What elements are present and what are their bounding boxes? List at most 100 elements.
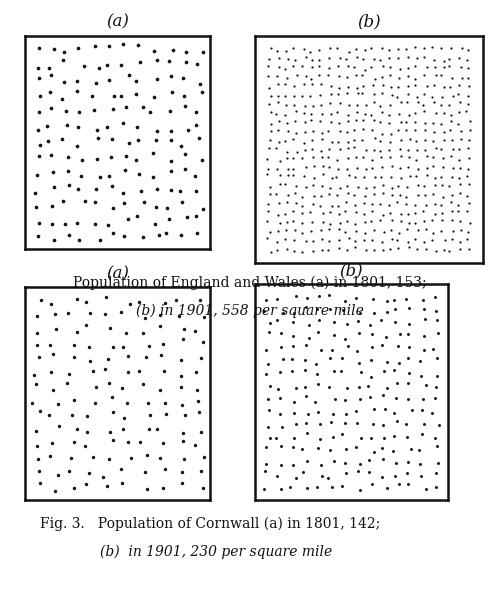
Point (298, 218, 306, 228)
Point (376, 200, 384, 209)
Point (454, 207, 462, 216)
Point (412, 137, 420, 146)
Point (302, 294, 310, 303)
Point (379, 246, 387, 255)
Point (344, 100, 352, 110)
Point (265, 144, 273, 153)
Point (316, 435, 324, 444)
Point (391, 317, 399, 327)
Point (328, 482, 336, 491)
Point (151, 220, 159, 229)
Point (428, 236, 436, 245)
Point (262, 459, 270, 469)
Point (143, 451, 151, 460)
Point (326, 63, 334, 72)
Point (281, 79, 289, 89)
Point (172, 295, 180, 305)
Point (432, 468, 440, 478)
Point (385, 46, 393, 55)
Point (166, 156, 174, 165)
Point (52, 309, 60, 318)
Point (344, 143, 352, 153)
Point (458, 44, 466, 53)
Text: (b) in 1901, 558 per square mile: (b) in 1901, 558 per square mile (136, 304, 364, 318)
Point (36, 107, 44, 116)
Point (328, 433, 336, 442)
Point (408, 405, 416, 414)
Point (417, 472, 425, 481)
Point (438, 215, 446, 225)
Point (196, 295, 204, 304)
Point (342, 54, 349, 64)
Point (32, 379, 40, 389)
Point (36, 91, 44, 101)
Point (384, 357, 392, 366)
Point (96, 63, 104, 72)
Point (370, 189, 378, 199)
Point (136, 186, 144, 196)
Point (383, 383, 391, 392)
Point (298, 247, 306, 256)
Point (104, 60, 112, 69)
Point (432, 108, 440, 118)
Point (282, 101, 290, 110)
Point (124, 138, 132, 147)
Point (428, 189, 436, 199)
Point (142, 314, 150, 323)
Point (302, 302, 310, 311)
Point (62, 107, 70, 116)
Point (335, 225, 343, 234)
Point (134, 136, 142, 145)
Point (192, 108, 200, 117)
Point (430, 56, 438, 65)
Point (290, 164, 298, 173)
Point (356, 394, 364, 404)
Point (284, 170, 292, 180)
Point (428, 215, 436, 224)
Point (106, 455, 114, 464)
Point (124, 368, 132, 377)
Point (106, 172, 114, 181)
Point (182, 102, 190, 111)
Point (412, 145, 420, 155)
Point (260, 484, 268, 494)
Point (388, 162, 396, 171)
Point (438, 180, 446, 189)
Point (370, 404, 378, 414)
Point (370, 98, 378, 107)
Point (86, 343, 94, 352)
Point (464, 55, 471, 65)
Point (402, 199, 409, 208)
Point (136, 437, 144, 446)
Point (264, 207, 272, 216)
Point (133, 123, 141, 132)
Point (105, 41, 113, 51)
Point (430, 98, 438, 107)
Point (404, 72, 412, 81)
Point (178, 468, 186, 477)
Point (455, 156, 463, 165)
Point (290, 153, 298, 163)
Point (318, 471, 326, 481)
Point (277, 342, 285, 352)
Point (272, 143, 280, 152)
Point (276, 218, 283, 228)
Point (394, 244, 402, 253)
Point (34, 125, 42, 134)
Point (328, 345, 336, 355)
Point (82, 297, 90, 307)
Point (344, 83, 352, 92)
Point (386, 208, 394, 217)
Point (327, 118, 335, 127)
Point (316, 201, 324, 210)
Point (362, 46, 370, 55)
Point (378, 443, 386, 453)
Point (394, 126, 402, 135)
Point (464, 207, 471, 216)
Point (166, 214, 173, 223)
Point (164, 203, 172, 213)
Point (350, 62, 358, 72)
Point (306, 47, 314, 56)
Point (176, 371, 184, 381)
Point (92, 79, 100, 88)
